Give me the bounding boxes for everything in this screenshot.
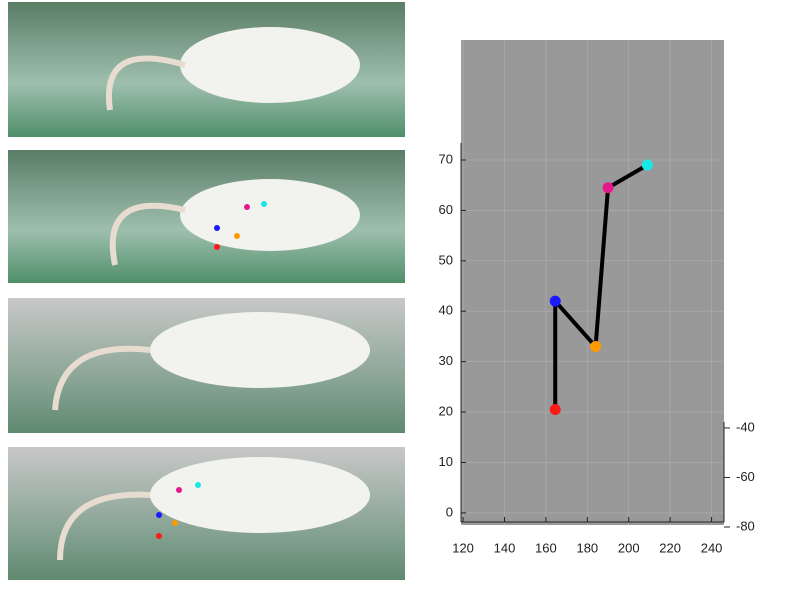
keypoint bbox=[549, 404, 561, 416]
z-tick-label: -60 bbox=[736, 469, 755, 484]
frame bbox=[8, 447, 405, 580]
keypoint bbox=[549, 295, 561, 307]
z-tick-label: -40 bbox=[736, 419, 755, 434]
y-tick-label: 40 bbox=[439, 303, 453, 318]
frame bbox=[8, 2, 405, 137]
y-tick-label: 10 bbox=[439, 454, 453, 469]
frame bbox=[8, 150, 405, 283]
x-tick-label: 180 bbox=[576, 540, 598, 555]
video-frames bbox=[8, 2, 405, 580]
x-tick-label: 240 bbox=[701, 540, 723, 555]
y-tick-label: 30 bbox=[439, 353, 453, 368]
y-tick-label: 0 bbox=[446, 504, 453, 519]
frame bbox=[8, 298, 405, 433]
z-tick-label: -80 bbox=[736, 518, 755, 533]
keypoint bbox=[602, 182, 614, 194]
x-tick-label: 120 bbox=[452, 540, 474, 555]
x-tick-label: 160 bbox=[535, 540, 557, 555]
x-tick-label: 140 bbox=[494, 540, 516, 555]
x-tick-label: 220 bbox=[659, 540, 681, 555]
keypoint bbox=[641, 159, 653, 171]
y-tick-label: 60 bbox=[439, 202, 453, 217]
y-tick-label: 50 bbox=[439, 252, 453, 267]
x-tick-label: 200 bbox=[618, 540, 640, 555]
y-tick-label: 70 bbox=[439, 151, 453, 166]
plot-area bbox=[461, 40, 724, 525]
y-tick-label: 20 bbox=[439, 404, 453, 419]
keypoint bbox=[590, 341, 602, 353]
plot: 120 140 160 180 200 220 240 0 10 20 30 40 50 60 70 -40 -… bbox=[439, 40, 755, 555]
